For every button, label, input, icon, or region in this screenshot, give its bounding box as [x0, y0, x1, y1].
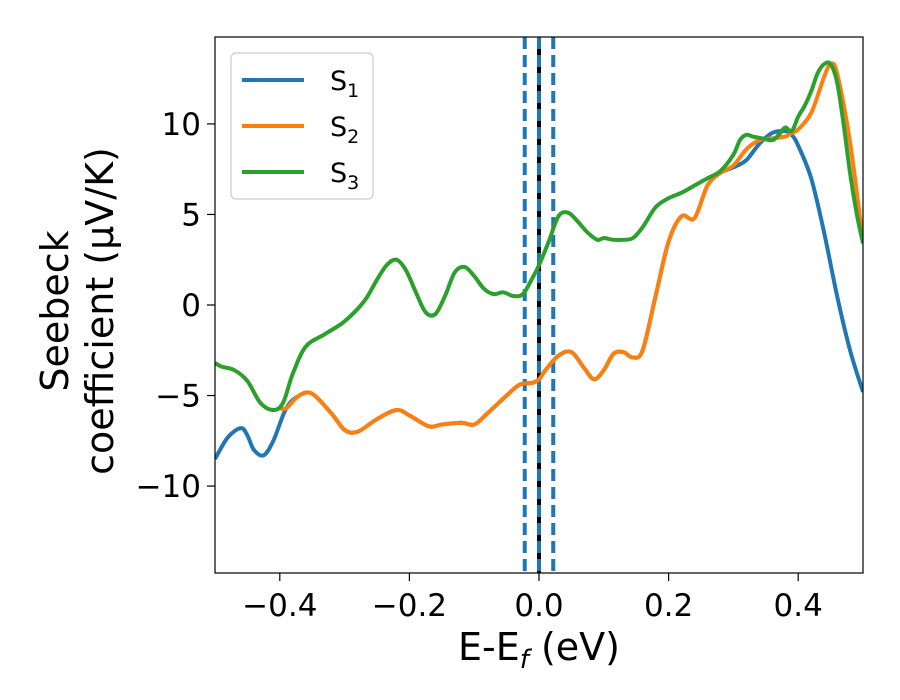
y-axis-label-line2: coefficient (μV/K)	[78, 147, 122, 475]
y-axis-label-line1: Seebeck	[33, 230, 77, 391]
x-axis-ticks: −0.4 −0.2 0.0 0.2 0.4	[242, 573, 823, 624]
legend: S1 S2 S3	[230, 52, 374, 200]
y-tick-label: 5	[181, 197, 201, 233]
y-tick-label: −5	[155, 379, 201, 415]
x-tick-label: 0.0	[514, 588, 563, 624]
x-axis-label: E-Ef (eV)	[458, 625, 620, 675]
fermi-level-lines	[522, 37, 556, 573]
x-tick-label: −0.4	[242, 588, 317, 624]
x-tick-label: −0.2	[372, 588, 447, 624]
series-line-s3	[215, 60, 863, 413]
x-tick-label: 0.4	[774, 588, 823, 624]
y-tick-label: 10	[162, 107, 201, 143]
y-tick-label: −10	[136, 469, 201, 505]
series-lines	[215, 60, 863, 460]
legend-label-s1: S1	[330, 66, 359, 102]
legend-label-s3: S3	[330, 158, 359, 194]
x-tick-label: 0.2	[644, 588, 693, 624]
y-axis-ticks: −10 −5 0 5 10	[136, 107, 215, 505]
legend-label-s2: S2	[330, 112, 359, 148]
y-tick-label: 0	[181, 288, 201, 324]
series-line-s2	[279, 61, 863, 435]
